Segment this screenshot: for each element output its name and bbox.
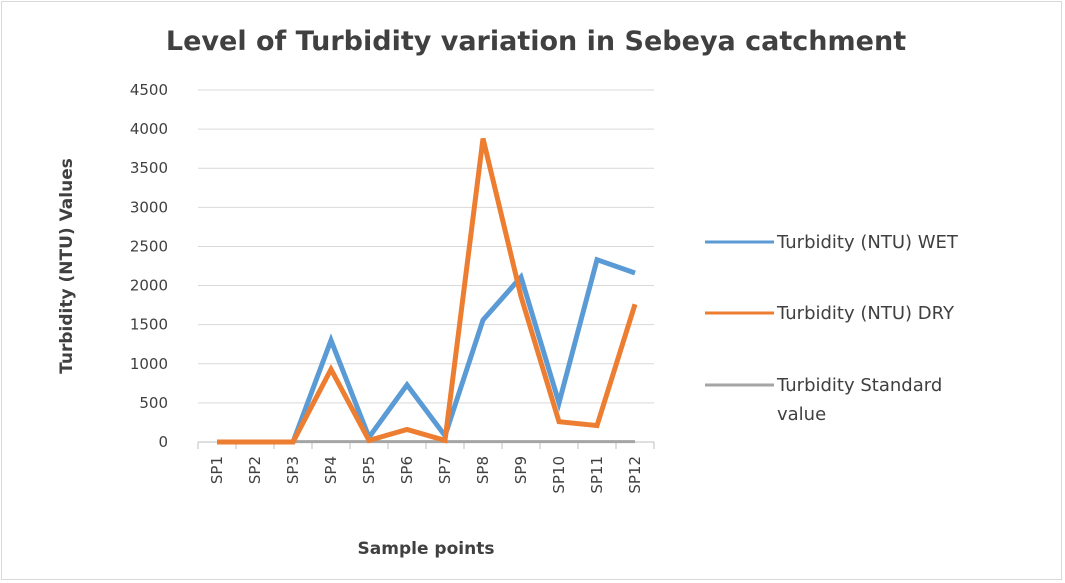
y-tick-label: 1000 xyxy=(130,355,168,373)
x-tick-label: SP3 xyxy=(284,456,302,484)
x-axis-tick-labels: SP1 SP2 SP3 SP4 SP5 SP6 SP7 SP8 SP9 SP10 SP11 SP12 xyxy=(208,456,644,494)
y-tick-label: 2500 xyxy=(130,237,168,255)
series-lines xyxy=(217,137,638,445)
x-tick-label: SP4 xyxy=(322,456,340,484)
y-tick-label: 1500 xyxy=(130,316,168,334)
y-tick-label: 3500 xyxy=(130,159,168,177)
y-tick-label: 4500 xyxy=(130,81,168,99)
y-tick-label: 4000 xyxy=(130,120,168,138)
legend-label-2: Turbidity Standard value xyxy=(776,375,942,425)
y-axis-title: Turbidity (NTU) Values xyxy=(57,158,77,374)
chart-title: Level of Turbidity variation in Sebeya c… xyxy=(166,26,906,57)
x-tick-label: SP11 xyxy=(588,456,606,494)
series-line-0 xyxy=(217,256,636,445)
x-tick-label: SP8 xyxy=(474,456,492,484)
y-tick-label: 2000 xyxy=(130,277,168,295)
x-tick-label: SP10 xyxy=(550,456,568,494)
y-tick-label: 0 xyxy=(158,433,168,451)
x-axis-title: Sample points xyxy=(358,539,495,559)
series-line-1 xyxy=(217,137,638,445)
grid-lines xyxy=(197,89,655,449)
x-tick-label: SP5 xyxy=(360,456,378,484)
x-tick-label: SP2 xyxy=(246,456,264,484)
x-tick-label: SP9 xyxy=(512,456,530,484)
legend-label-1: Turbidity (NTU) DRY xyxy=(776,303,955,324)
x-tick-label: SP6 xyxy=(398,456,416,484)
x-tick-label: SP1 xyxy=(208,456,226,484)
legend: Turbidity (NTU) WET Turbidity (NTU) DRY Tu… xyxy=(705,232,959,425)
x-tick-label: SP12 xyxy=(626,456,644,494)
y-tick-label: 3000 xyxy=(130,198,168,216)
x-tick-label: SP7 xyxy=(436,456,454,484)
legend-label-0: Turbidity (NTU) WET xyxy=(776,232,959,253)
y-axis-tick-labels: 0 500 1000 1500 2000 2500 3000 3500 4000 4500 xyxy=(130,81,168,451)
y-tick-label: 500 xyxy=(139,394,168,412)
